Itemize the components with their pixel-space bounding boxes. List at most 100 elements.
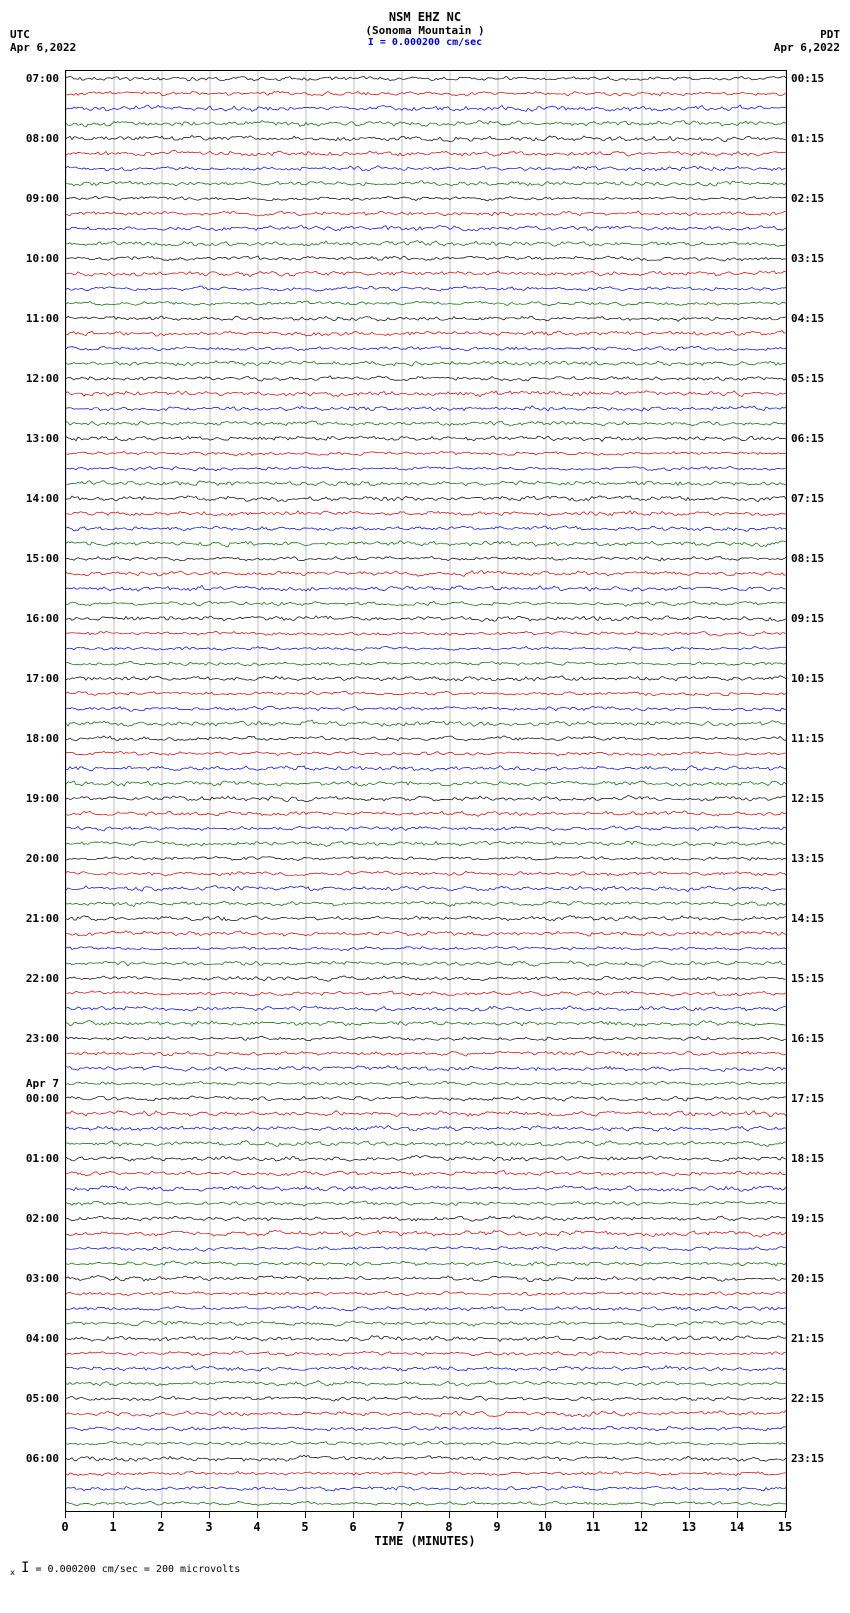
x-tick-mark [65, 1512, 66, 1518]
left-time-label: 05:00 [26, 1392, 59, 1405]
x-tick-label: 6 [349, 1520, 356, 1534]
left-time-label: 06:00 [26, 1452, 59, 1465]
tz-left-label: UTC [10, 28, 76, 41]
tz-right-date: Apr 6,2022 [774, 41, 840, 54]
x-tick-label: 3 [205, 1520, 212, 1534]
left-time-label: 07:00 [26, 72, 59, 85]
right-time-label: 21:15 [791, 1332, 824, 1345]
x-tick-label: 7 [397, 1520, 404, 1534]
left-time-label: 13:00 [26, 432, 59, 445]
x-tick-mark [209, 1512, 210, 1518]
left-time-label: 15:00 [26, 552, 59, 565]
x-tick-mark [449, 1512, 450, 1518]
left-time-label: 08:00 [26, 132, 59, 145]
right-time-label: 12:15 [791, 792, 824, 805]
x-tick-mark [641, 1512, 642, 1518]
x-tick-mark [161, 1512, 162, 1518]
right-time-label: 10:15 [791, 672, 824, 685]
right-time-label: 09:15 [791, 612, 824, 625]
x-tick-label: 9 [493, 1520, 500, 1534]
x-tick-mark [737, 1512, 738, 1518]
left-time-label: 18:00 [26, 732, 59, 745]
x-tick-mark [593, 1512, 594, 1518]
x-tick-mark [113, 1512, 114, 1518]
x-tick-label: 15 [778, 1520, 792, 1534]
right-time-label: 05:15 [791, 372, 824, 385]
x-tick-label: 10 [538, 1520, 552, 1534]
left-time-label: 14:00 [26, 492, 59, 505]
right-time-axis: 00:15 01:15 02:15 03:15 04:15 05:15 06:15 07:15… [788, 70, 840, 1510]
x-tick-label: 8 [445, 1520, 452, 1534]
right-time-label: 01:15 [791, 132, 824, 145]
left-time-label: 02:00 [26, 1212, 59, 1225]
header: UTC Apr 6,2022 NSM EHZ NC (Sonoma Mounta… [10, 10, 840, 70]
right-time-label: 22:15 [791, 1392, 824, 1405]
right-time-label: 17:15 [791, 1092, 824, 1105]
seismogram-svg [66, 71, 786, 1511]
x-tick-label: 14 [730, 1520, 744, 1534]
x-tick-mark [257, 1512, 258, 1518]
tz-right-block: PDT Apr 6,2022 [774, 28, 840, 54]
right-time-label: 11:15 [791, 732, 824, 745]
right-time-label: 03:15 [791, 252, 824, 265]
right-time-label: 08:15 [791, 552, 824, 565]
x-tick-mark [497, 1512, 498, 1518]
right-time-label: 00:15 [791, 72, 824, 85]
right-time-label: 07:15 [791, 492, 824, 505]
left-date-mark: Apr 7 [26, 1077, 59, 1090]
left-time-label: 03:00 [26, 1272, 59, 1285]
left-time-label: 21:00 [26, 912, 59, 925]
footer-bar-icon: x [10, 1567, 15, 1577]
left-time-label: 20:00 [26, 852, 59, 865]
x-tick-label: 5 [301, 1520, 308, 1534]
left-time-label: 00:00 [26, 1092, 59, 1105]
right-time-label: 14:15 [791, 912, 824, 925]
title-block: NSM EHZ NC (Sonoma Mountain ) I = 0.0002… [10, 10, 840, 48]
left-time-label: 10:00 [26, 252, 59, 265]
x-tick-mark [305, 1512, 306, 1518]
x-tick-label: 4 [253, 1520, 260, 1534]
seismogram-container: UTC Apr 6,2022 NSM EHZ NC (Sonoma Mounta… [10, 10, 840, 1577]
right-time-label: 02:15 [791, 192, 824, 205]
x-tick-label: 12 [634, 1520, 648, 1534]
x-tick-label: 2 [157, 1520, 164, 1534]
left-time-label: 09:00 [26, 192, 59, 205]
x-tick-mark [689, 1512, 690, 1518]
left-time-label: 19:00 [26, 792, 59, 805]
x-tick-mark [545, 1512, 546, 1518]
right-time-label: 06:15 [791, 432, 824, 445]
left-time-label: 23:00 [26, 1032, 59, 1045]
left-time-label: 17:00 [26, 672, 59, 685]
footer-scale: x I = 0.000200 cm/sec = 200 microvolts [10, 1560, 840, 1577]
left-time-label: 01:00 [26, 1152, 59, 1165]
right-time-label: 04:15 [791, 312, 824, 325]
left-time-label: 12:00 [26, 372, 59, 385]
right-time-label: 20:15 [791, 1272, 824, 1285]
right-time-label: 13:15 [791, 852, 824, 865]
x-tick-mark [785, 1512, 786, 1518]
x-tick-label: 0 [61, 1520, 68, 1534]
footer-text: = 0.000200 cm/sec = 200 microvolts [36, 1564, 241, 1575]
station-name: (Sonoma Mountain ) [10, 24, 840, 37]
left-time-label: 11:00 [26, 312, 59, 325]
x-tick-label: 1 [109, 1520, 116, 1534]
right-time-label: 18:15 [791, 1152, 824, 1165]
right-time-label: 16:15 [791, 1032, 824, 1045]
left-time-label: 22:00 [26, 972, 59, 985]
left-time-label: 16:00 [26, 612, 59, 625]
right-time-label: 15:15 [791, 972, 824, 985]
x-axis-title: TIME (MINUTES) [65, 1534, 785, 1548]
scale-note: I = 0.000200 cm/sec [10, 37, 840, 48]
bar-glyph: I [21, 1560, 29, 1576]
station-code: NSM EHZ NC [10, 10, 840, 24]
x-tick-mark [353, 1512, 354, 1518]
right-time-label: 23:15 [791, 1452, 824, 1465]
plot-area [65, 70, 787, 1512]
x-tick-label: 13 [682, 1520, 696, 1534]
x-axis: TIME (MINUTES) 0123456789101112131415 [65, 1512, 785, 1552]
tz-right-label: PDT [774, 28, 840, 41]
tz-left-block: UTC Apr 6,2022 [10, 28, 76, 54]
left-time-axis: 07:00 08:00 09:00 10:00 11:00 12:00 13:00 14:00… [10, 70, 62, 1510]
left-time-label: 04:00 [26, 1332, 59, 1345]
tz-left-date: Apr 6,2022 [10, 41, 76, 54]
